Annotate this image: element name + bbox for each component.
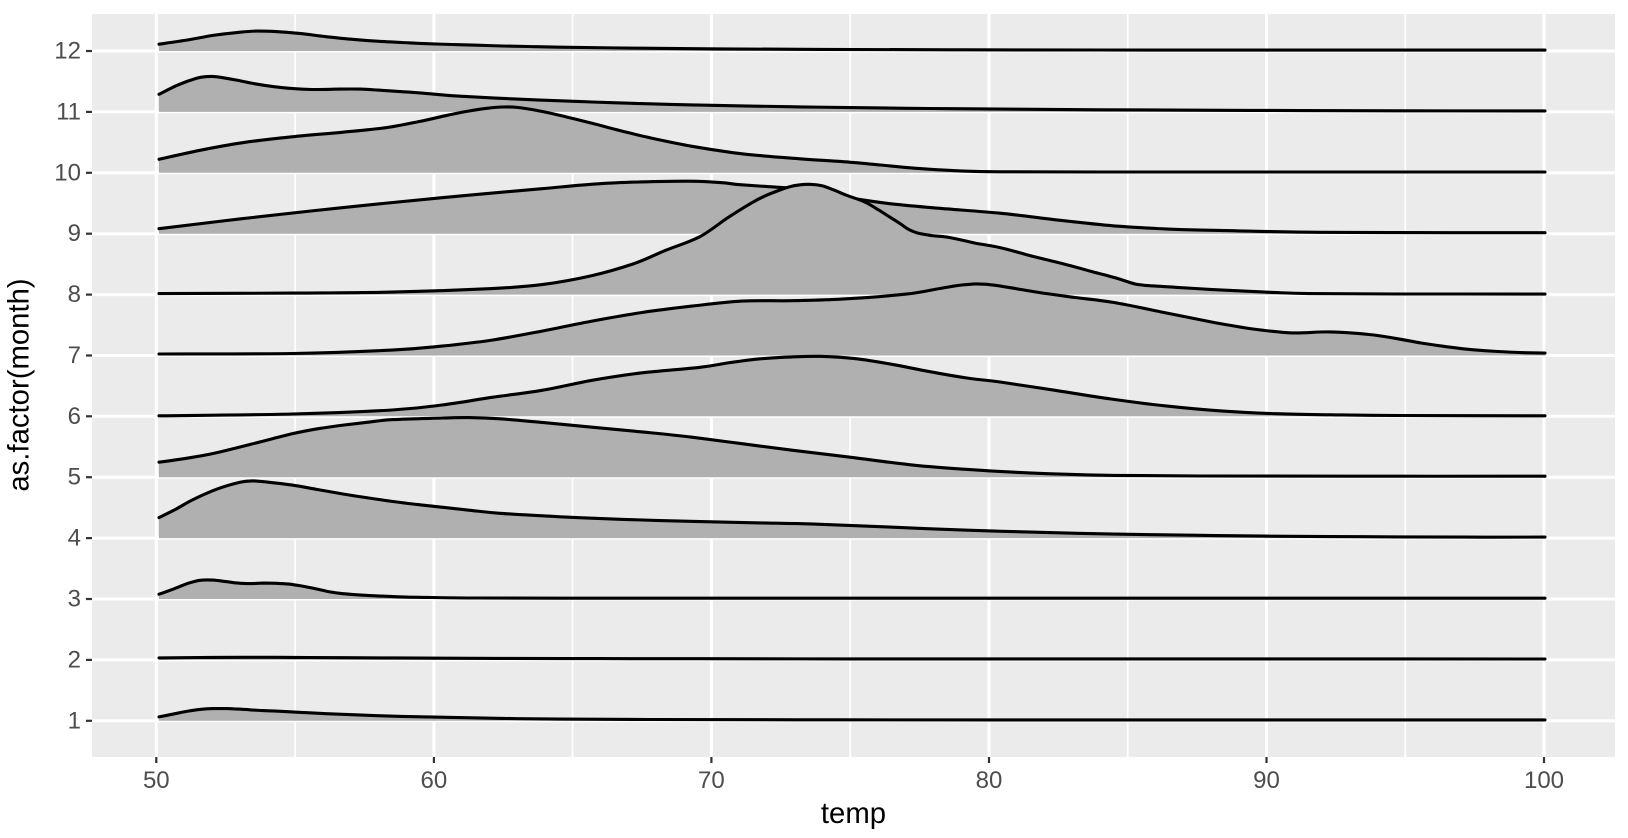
svg-text:3: 3 [68,586,81,613]
svg-text:temp: temp [821,797,886,830]
svg-text:50: 50 [143,767,170,794]
svg-text:4: 4 [68,525,81,552]
svg-text:5: 5 [68,464,81,491]
svg-text:90: 90 [1253,767,1280,794]
svg-text:8: 8 [68,281,81,308]
svg-text:9: 9 [68,220,81,247]
svg-text:12: 12 [54,38,81,65]
svg-text:80: 80 [976,767,1003,794]
svg-text:2: 2 [68,646,81,673]
svg-text:11: 11 [56,98,81,125]
svg-text:70: 70 [698,767,725,794]
svg-text:100: 100 [1524,767,1564,794]
svg-text:6: 6 [68,403,81,430]
svg-text:as.factor(month): as.factor(month) [3,278,36,491]
svg-text:10: 10 [54,159,81,186]
svg-text:7: 7 [68,342,81,369]
svg-text:60: 60 [421,767,448,794]
svg-text:1: 1 [68,707,81,734]
